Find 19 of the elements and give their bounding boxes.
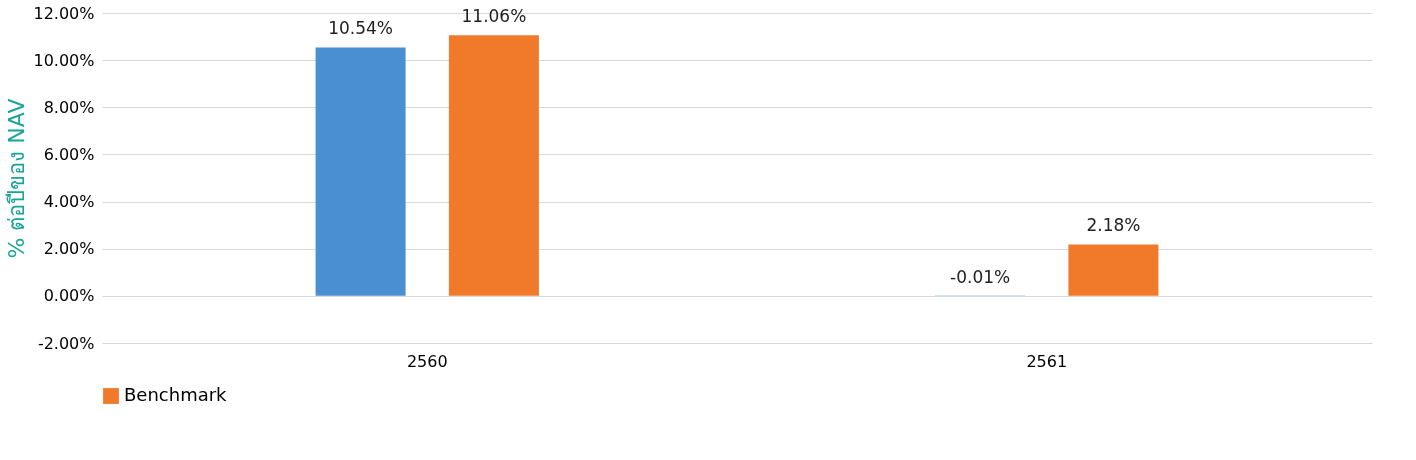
- bar: [1068, 244, 1159, 296]
- text: 2.18%: [1086, 215, 1141, 236]
- text: 11.06%: [461, 6, 527, 27]
- y-tick-label: 4.00%: [43, 192, 95, 212]
- text: -0.01%: [950, 266, 1011, 287]
- x-tick-label: 2560: [406, 351, 448, 371]
- y-tick-label: -2.00%: [37, 333, 95, 353]
- y-tick-label: 0.00%: [43, 286, 95, 306]
- y-tick-label: 2.00%: [43, 239, 95, 259]
- bar: [448, 35, 539, 296]
- y-tick-label: 10.00%: [33, 50, 95, 70]
- legend-label: Benchmark: [124, 384, 228, 405]
- x-tick-label: 2561: [1026, 351, 1068, 371]
- y-tick-label: 6.00%: [43, 144, 95, 164]
- y-tick-label: 12.00%: [33, 3, 95, 23]
- y-axis-title: % ต่อปีของ NAV: [4, 98, 30, 259]
- text: 10.54%: [328, 18, 393, 39]
- y-tick-label: 8.00%: [43, 97, 95, 117]
- bar: [315, 47, 406, 296]
